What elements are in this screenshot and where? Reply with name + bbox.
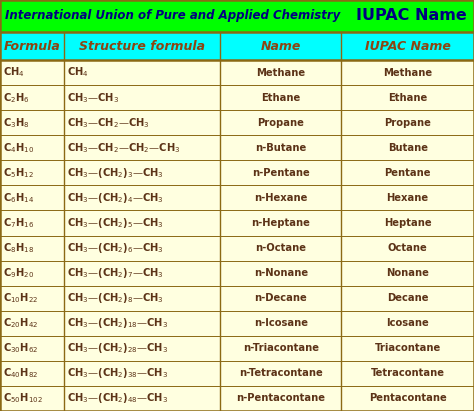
Text: CH$_4$: CH$_4$: [67, 66, 89, 79]
Text: Nonane: Nonane: [386, 268, 429, 278]
Text: C$_6$H$_{14}$: C$_6$H$_{14}$: [3, 191, 34, 205]
Text: CH$_3$—(CH$_2$)$_{18}$—CH$_3$: CH$_3$—(CH$_2$)$_{18}$—CH$_3$: [67, 316, 168, 330]
Text: n-Hexane: n-Hexane: [254, 193, 308, 203]
Text: Propane: Propane: [257, 118, 304, 128]
Text: IUPAC Name: IUPAC Name: [356, 9, 467, 23]
Text: CH$_3$—CH$_2$—CH$_3$: CH$_3$—CH$_2$—CH$_3$: [67, 116, 150, 129]
Text: C$_5$H$_{12}$: C$_5$H$_{12}$: [3, 166, 34, 180]
Text: n-Octane: n-Octane: [255, 243, 306, 253]
Text: Ethane: Ethane: [261, 92, 301, 103]
Text: C$_8$H$_{18}$: C$_8$H$_{18}$: [3, 241, 34, 255]
Text: n-Heptane: n-Heptane: [251, 218, 310, 228]
Text: n-Triacontane: n-Triacontane: [243, 343, 319, 353]
Text: IUPAC Name: IUPAC Name: [365, 39, 451, 53]
Text: Octane: Octane: [388, 243, 428, 253]
Text: Triacontane: Triacontane: [374, 343, 441, 353]
Text: n-Pentane: n-Pentane: [252, 168, 310, 178]
Text: Pentacontane: Pentacontane: [369, 393, 447, 404]
Text: Icosane: Icosane: [386, 318, 429, 328]
Text: C$_2$H$_6$: C$_2$H$_6$: [3, 91, 29, 104]
Text: CH$_3$—(CH$_2$)$_{28}$—CH$_3$: CH$_3$—(CH$_2$)$_{28}$—CH$_3$: [67, 341, 168, 356]
Text: CH$_3$—CH$_3$: CH$_3$—CH$_3$: [67, 91, 119, 104]
Text: C$_9$H$_{20}$: C$_9$H$_{20}$: [3, 266, 34, 280]
Text: Structure formula: Structure formula: [79, 39, 205, 53]
Text: CH$_3$—(CH$_2$)$_3$—CH$_3$: CH$_3$—(CH$_2$)$_3$—CH$_3$: [67, 166, 164, 180]
Text: Methane: Methane: [383, 67, 432, 78]
Bar: [0, 0, 474, 32]
Text: C$_{10}$H$_{22}$: C$_{10}$H$_{22}$: [3, 291, 38, 305]
Text: n-Decane: n-Decane: [255, 293, 307, 303]
Text: Tetracontane: Tetracontane: [371, 368, 445, 379]
Text: C$_{30}$H$_{62}$: C$_{30}$H$_{62}$: [3, 342, 38, 355]
Text: C$_3$H$_8$: C$_3$H$_8$: [3, 116, 29, 129]
Text: n-Butane: n-Butane: [255, 143, 307, 153]
Text: Decane: Decane: [387, 293, 428, 303]
Text: CH$_3$—CH$_2$—CH$_2$—CH$_3$: CH$_3$—CH$_2$—CH$_2$—CH$_3$: [67, 141, 180, 155]
Text: n-Pentacontane: n-Pentacontane: [237, 393, 325, 404]
Text: C$_4$H$_{10}$: C$_4$H$_{10}$: [3, 141, 34, 155]
Text: Formula: Formula: [4, 39, 60, 53]
Text: Pentane: Pentane: [384, 168, 431, 178]
Text: C$_{40}$H$_{82}$: C$_{40}$H$_{82}$: [3, 367, 38, 380]
Bar: [0, 32, 474, 60]
Text: Butane: Butane: [388, 143, 428, 153]
Text: Ethane: Ethane: [388, 92, 427, 103]
Text: C$_{50}$H$_{102}$: C$_{50}$H$_{102}$: [3, 392, 43, 405]
Text: CH$_4$: CH$_4$: [3, 66, 25, 79]
Text: CH$_3$—(CH$_2$)$_5$—CH$_3$: CH$_3$—(CH$_2$)$_5$—CH$_3$: [67, 216, 164, 230]
Text: Heptane: Heptane: [384, 218, 431, 228]
Text: Name: Name: [261, 39, 301, 53]
Text: CH$_3$—(CH$_2$)$_4$—CH$_3$: CH$_3$—(CH$_2$)$_4$—CH$_3$: [67, 191, 164, 205]
Text: CH$_3$—(CH$_2$)$_{48}$—CH$_3$: CH$_3$—(CH$_2$)$_{48}$—CH$_3$: [67, 391, 168, 406]
Text: Methane: Methane: [256, 67, 305, 78]
Text: CH$_3$—(CH$_2$)$_7$—CH$_3$: CH$_3$—(CH$_2$)$_7$—CH$_3$: [67, 266, 164, 280]
Text: Hexane: Hexane: [387, 193, 428, 203]
Text: n-Tetracontane: n-Tetracontane: [239, 368, 323, 379]
Text: C$_{20}$H$_{42}$: C$_{20}$H$_{42}$: [3, 316, 38, 330]
Text: Propane: Propane: [384, 118, 431, 128]
Text: International Union of Pure and Applied Chemistry: International Union of Pure and Applied …: [5, 9, 340, 23]
Text: CH$_3$—(CH$_2$)$_{38}$—CH$_3$: CH$_3$—(CH$_2$)$_{38}$—CH$_3$: [67, 366, 168, 381]
Text: n-Icosane: n-Icosane: [254, 318, 308, 328]
Text: n-Nonane: n-Nonane: [254, 268, 308, 278]
Text: CH$_3$—(CH$_2$)$_8$—CH$_3$: CH$_3$—(CH$_2$)$_8$—CH$_3$: [67, 291, 164, 305]
Text: CH$_3$—(CH$_2$)$_6$—CH$_3$: CH$_3$—(CH$_2$)$_6$—CH$_3$: [67, 241, 164, 255]
Bar: [0, 60, 474, 411]
Text: C$_7$H$_{16}$: C$_7$H$_{16}$: [3, 216, 34, 230]
